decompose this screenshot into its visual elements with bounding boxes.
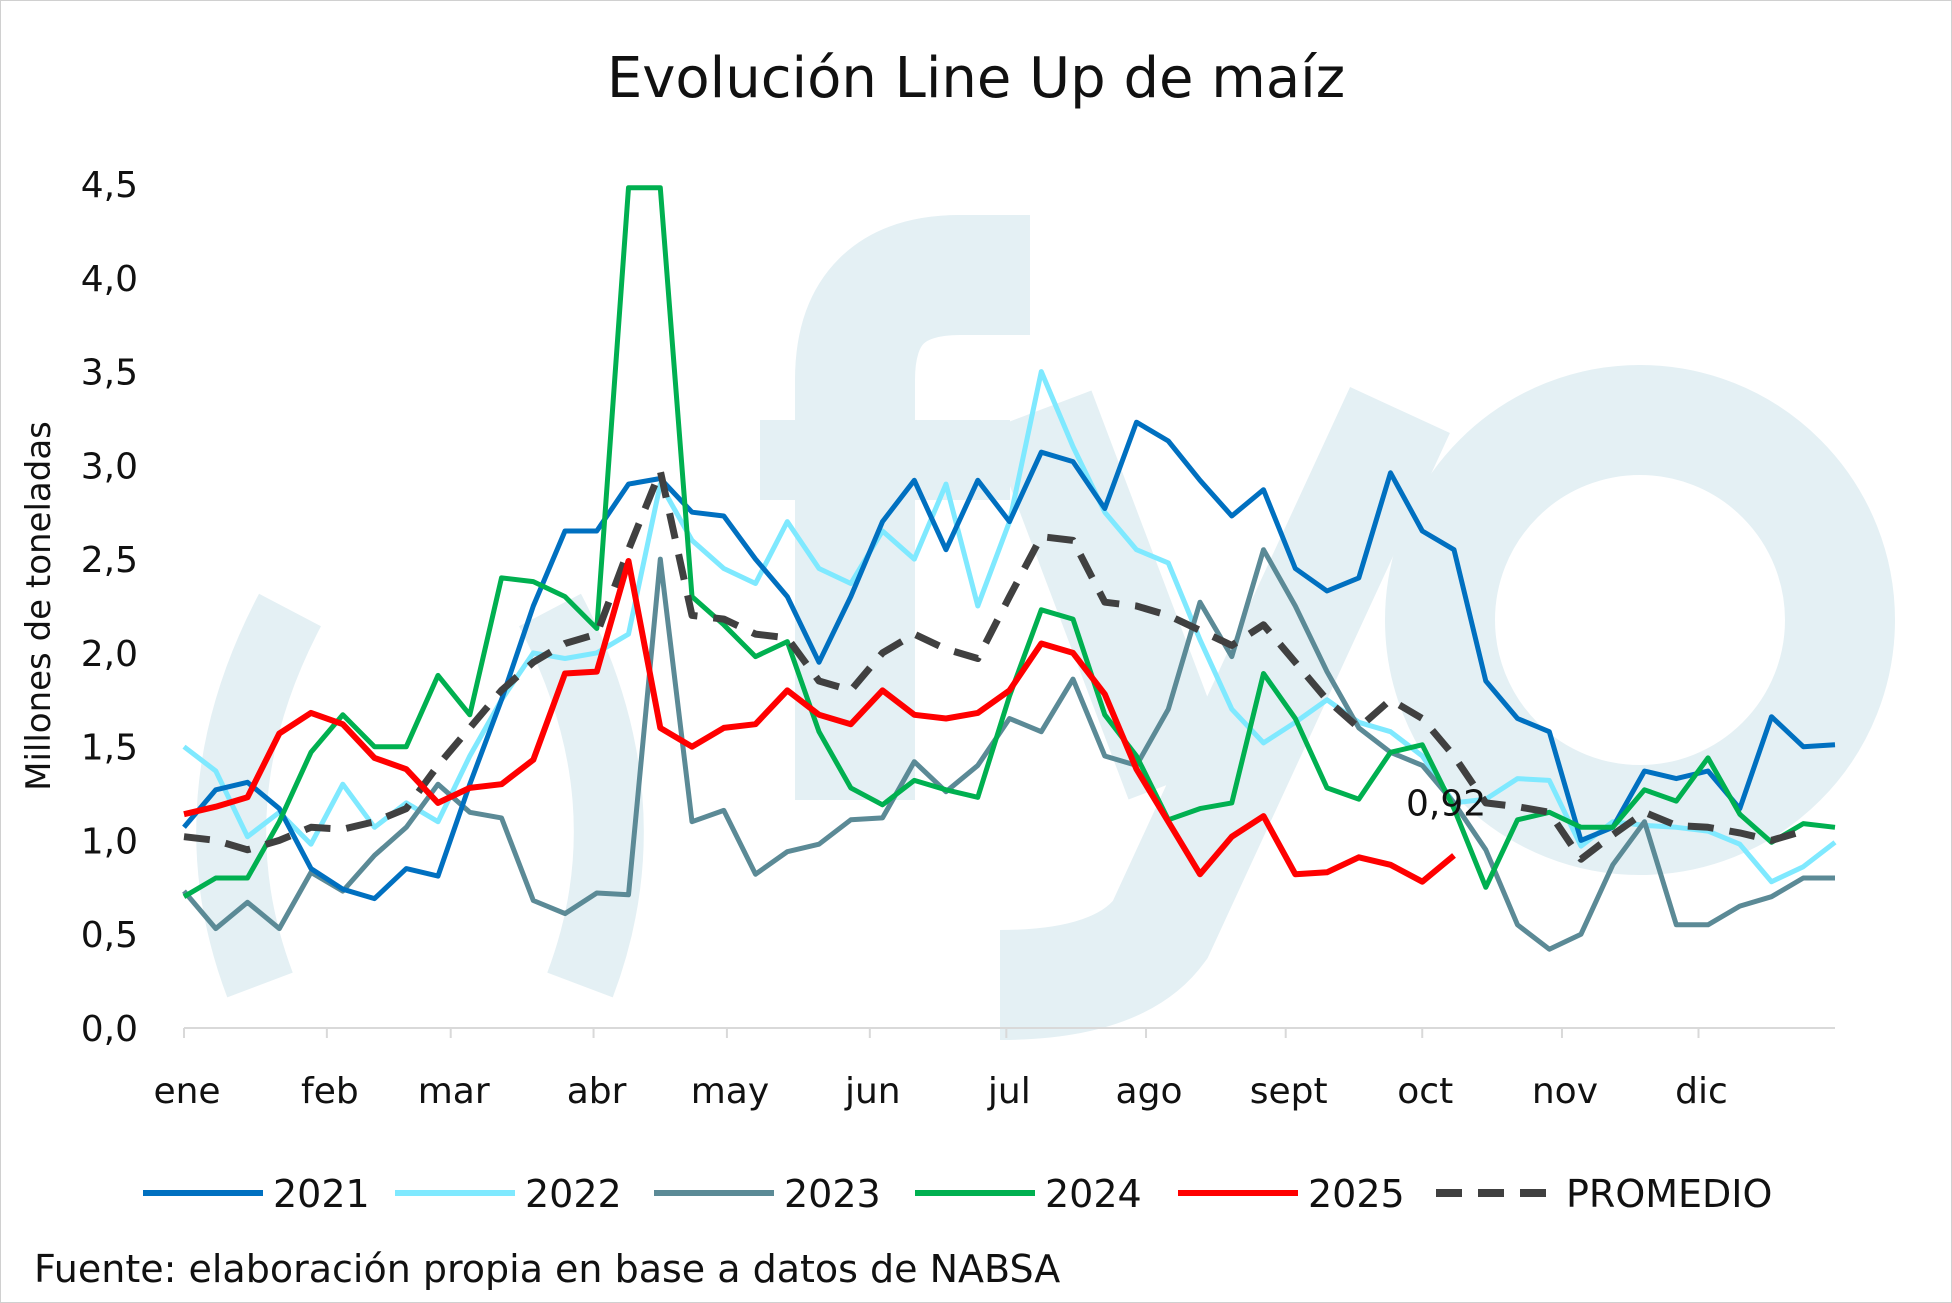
source-note: Fuente: elaboración propia en base a dat… (34, 1247, 1060, 1291)
series-line-2025 (183, 558, 1456, 885)
x-tick-label: dic (1675, 1071, 1728, 1112)
x-tick-label: ago (1116, 1071, 1183, 1112)
y-tick-label: 1,0 (81, 821, 138, 862)
x-tick-label: jul (987, 1071, 1031, 1112)
y-tick-label: 3,5 (81, 353, 138, 394)
x-tick-label: ene (153, 1071, 220, 1112)
legend-label-2025: 2025 (1308, 1172, 1405, 1216)
series-line-2021 (182, 419, 1836, 902)
x-tick-label: abr (567, 1071, 627, 1112)
series-line-2024 (182, 185, 1836, 899)
chart-title: Evolución Line Up de maíz (607, 46, 1345, 111)
y-tick-label: 2,5 (81, 540, 138, 581)
x-tick-label: oct (1397, 1071, 1453, 1112)
y-axis-label: Millones de toneladas (19, 421, 59, 791)
series-line-2023 (182, 547, 1835, 952)
watermark-paren-right (518, 593, 644, 998)
y-tick-label: 1,5 (81, 728, 138, 769)
legend-label-2024: 2024 (1045, 1172, 1142, 1216)
y-tick-label: 0,5 (81, 915, 138, 956)
watermark-letter-y (988, 386, 1450, 1040)
y-tick-label: 2,0 (81, 634, 138, 675)
x-tick-label: mar (418, 1071, 490, 1112)
legend-label-2021: 2021 (273, 1172, 370, 1216)
x-tick-label: feb (301, 1071, 359, 1112)
data-label: 0,92 (1406, 783, 1486, 824)
y-tick-label: 4,5 (81, 165, 138, 206)
series-line-promedio (183, 467, 1805, 863)
x-tick-label: nov (1532, 1071, 1598, 1112)
y-tick-label: 4,0 (81, 259, 138, 300)
legend-label-2022: 2022 (525, 1172, 622, 1216)
x-tick-label: may (691, 1071, 769, 1112)
x-tick-label: sept (1250, 1071, 1328, 1112)
y-tick-label: 3,0 (81, 446, 138, 487)
legend-label-2023: 2023 (784, 1172, 881, 1216)
y-tick-label: 0,0 (81, 1009, 138, 1050)
watermark-logo (196, 215, 1895, 1040)
x-tick-label: jun (844, 1071, 901, 1112)
legend-label-promedio: PROMEDIO (1566, 1172, 1772, 1216)
watermark-letter-f (795, 215, 1030, 800)
watermark-letter-o (1385, 365, 1895, 875)
